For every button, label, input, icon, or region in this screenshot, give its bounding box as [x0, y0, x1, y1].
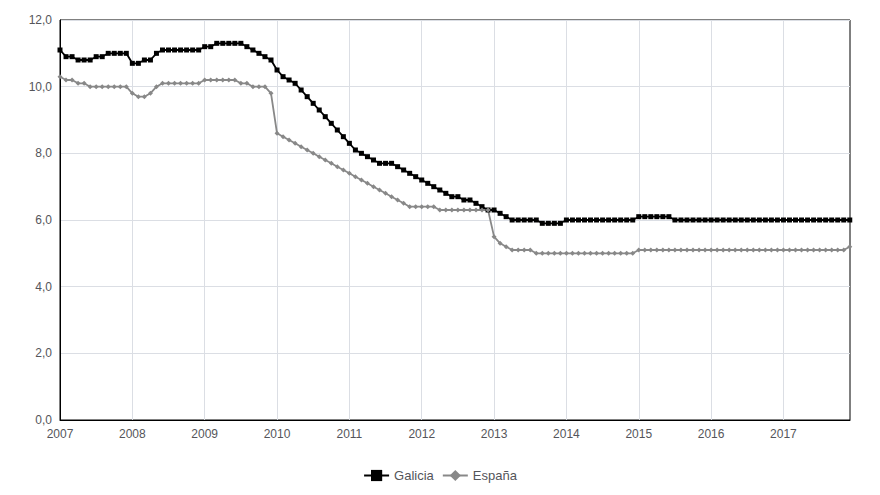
- svg-text:6,0: 6,0: [35, 213, 52, 227]
- svg-text:0,0: 0,0: [35, 413, 52, 427]
- svg-text:2010: 2010: [264, 427, 291, 441]
- svg-text:Galicia: Galicia: [394, 468, 435, 483]
- svg-text:2008: 2008: [119, 427, 146, 441]
- svg-text:2014: 2014: [553, 427, 580, 441]
- svg-text:2011: 2011: [336, 427, 362, 441]
- svg-text:2009: 2009: [191, 427, 218, 441]
- svg-text:España: España: [473, 468, 518, 483]
- svg-text:2012: 2012: [408, 427, 435, 441]
- svg-text:10,0: 10,0: [29, 80, 53, 94]
- svg-text:12,0: 12,0: [29, 13, 53, 27]
- svg-text:4,0: 4,0: [35, 280, 52, 294]
- svg-text:2015: 2015: [625, 427, 652, 441]
- svg-text:2016: 2016: [698, 427, 725, 441]
- svg-text:2013: 2013: [481, 427, 508, 441]
- svg-text:2017: 2017: [770, 427, 797, 441]
- svg-text:2,0: 2,0: [35, 346, 52, 360]
- svg-text:2007: 2007: [47, 427, 74, 441]
- svg-text:8,0: 8,0: [35, 146, 52, 160]
